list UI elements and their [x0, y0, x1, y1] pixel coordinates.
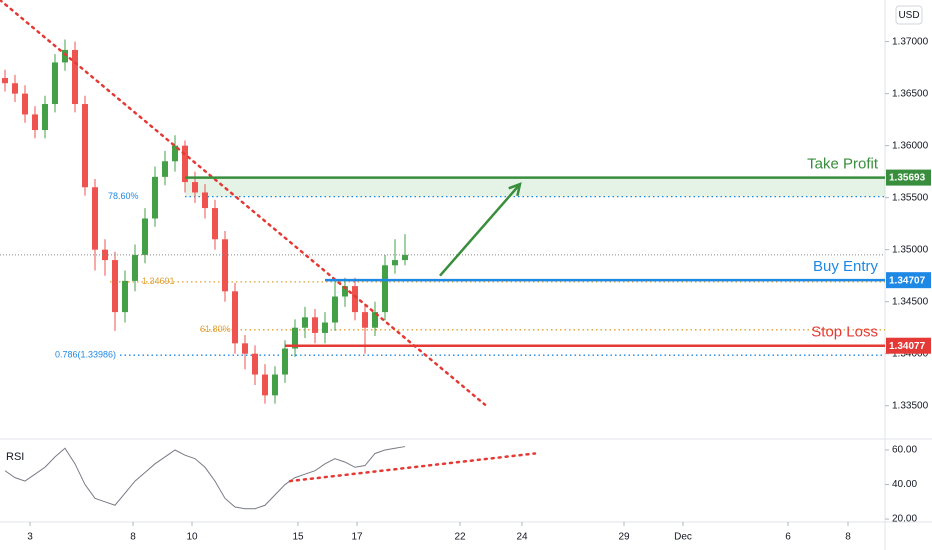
candle-body: [122, 280, 128, 313]
rsi-tick-label: 60.00: [892, 445, 917, 456]
candle-body: [222, 239, 228, 292]
candle-body: [332, 296, 338, 323]
candle-body: [392, 260, 398, 266]
candle-body: [192, 182, 198, 193]
candle-body: [112, 260, 118, 313]
price-tag-label: 1.34077: [889, 341, 926, 352]
candle-body: [262, 374, 268, 396]
x-tick-label: 8: [845, 532, 851, 543]
candle-body: [382, 265, 388, 313]
candle-body: [302, 317, 308, 328]
y-tick-label: 1.34000: [892, 348, 929, 359]
x-tick-label: 29: [618, 532, 630, 543]
x-tick-label: 6: [785, 532, 791, 543]
price-tag-label: 1.34707: [889, 275, 926, 286]
candle-body: [362, 312, 368, 328]
candle-body: [352, 286, 358, 313]
arrow-head: [508, 182, 522, 197]
fib-label: 1.34691: [142, 276, 175, 286]
y-tick-label: 1.33500: [892, 400, 929, 411]
candle-body: [342, 286, 348, 297]
fib-label: 0.786(1.33986): [55, 350, 116, 360]
price-tag-label: 1.35693: [889, 173, 926, 184]
profit-zone: [185, 177, 885, 197]
candle-body: [72, 49, 78, 105]
candle-body: [282, 348, 288, 375]
y-tick-label: 1.37000: [892, 36, 929, 47]
currency: USD: [898, 10, 919, 21]
arrow: [439, 183, 521, 277]
x-tick-label: 8: [130, 532, 136, 543]
fib-label: 61.80%: [200, 324, 231, 334]
x-tick-label: 3: [27, 532, 33, 543]
x-tick-label: 10: [186, 532, 198, 543]
y-tick-label: 1.35000: [892, 244, 929, 255]
candle-body: [202, 192, 208, 209]
candle-body: [322, 322, 328, 333]
trendline: [0, 0, 487, 406]
candle-body: [82, 104, 88, 188]
level-name: Buy Entry: [813, 258, 879, 275]
level-name: Take Profit: [807, 156, 879, 173]
x-tick-label: Dec: [674, 532, 692, 543]
y-tick-label: 1.36500: [892, 88, 929, 99]
candle-body: [402, 254, 408, 261]
candle-body: [272, 374, 278, 396]
candle-body: [62, 49, 68, 63]
price-tag: [886, 169, 931, 186]
candle-body: [32, 114, 38, 131]
candle-body: [172, 145, 178, 162]
rsi-label: RSI: [6, 451, 24, 463]
candle-body: [2, 78, 8, 84]
y-tick-label: 1.34500: [892, 296, 929, 307]
candle-body: [312, 317, 318, 333]
candle-body: [132, 254, 138, 281]
x-tick-label: 17: [351, 532, 363, 543]
y-tick-label: 1.35500: [892, 192, 929, 203]
price-tag: [886, 337, 931, 354]
candle-body: [252, 353, 258, 375]
candle-body: [182, 145, 188, 183]
candle-body: [242, 343, 248, 354]
candle-body: [232, 291, 238, 344]
y-tick-label: 1.36000: [892, 140, 929, 151]
x-tick-label: 22: [454, 532, 466, 543]
candle-body: [292, 327, 298, 349]
candle-body: [22, 93, 28, 115]
candle-body: [92, 187, 98, 250]
candle-body: [212, 208, 218, 240]
level-name: Stop Loss: [811, 324, 878, 341]
candle-body: [42, 104, 48, 131]
price-tag: [886, 272, 931, 289]
rsi-line: [4, 446, 406, 510]
currency-box[interactable]: [895, 5, 923, 25]
candle-body: [142, 218, 148, 255]
rsi-tick-label: 20.00: [892, 514, 917, 525]
candle-body: [12, 83, 18, 94]
candle-body: [52, 62, 58, 105]
x-tick-label: 15: [292, 532, 304, 543]
candle-body: [162, 161, 168, 177]
rsi-trendline: [288, 452, 537, 483]
fib-label: 78.60%: [108, 191, 139, 201]
x-tick-label: 24: [516, 532, 528, 543]
candle-body: [152, 176, 158, 219]
candle-body: [372, 312, 378, 328]
rsi-tick-label: 40.00: [892, 479, 917, 490]
